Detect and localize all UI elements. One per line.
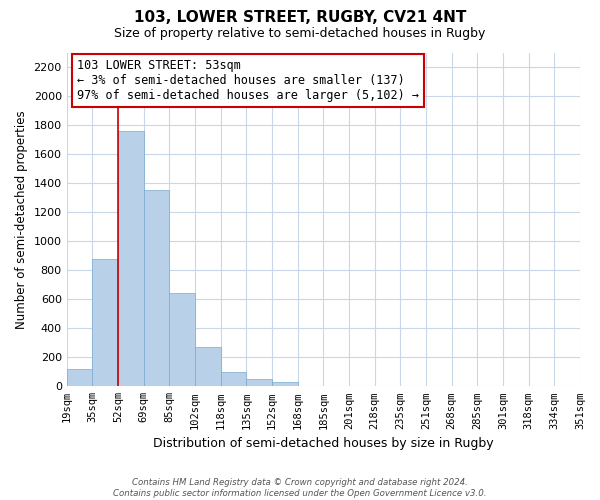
Bar (247, 379, 272, 386)
Bar (221, 372, 247, 386)
Bar (92, 258, 118, 386)
Bar (195, 347, 221, 387)
Text: 103 LOWER STREET: 53sqm
← 3% of semi-detached houses are smaller (137)
97% of se: 103 LOWER STREET: 53sqm ← 3% of semi-det… (77, 59, 419, 102)
Y-axis label: Number of semi-detached properties: Number of semi-detached properties (15, 110, 28, 328)
Text: Size of property relative to semi-detached houses in Rugby: Size of property relative to semi-detach… (115, 28, 485, 40)
Bar (67, 369, 92, 386)
Text: Contains HM Land Registry data © Crown copyright and database right 2024.
Contai: Contains HM Land Registry data © Crown c… (113, 478, 487, 498)
X-axis label: Distribution of semi-detached houses by size in Rugby: Distribution of semi-detached houses by … (153, 437, 494, 450)
Bar (272, 382, 298, 386)
Bar (169, 292, 195, 386)
Bar (143, 190, 169, 386)
Bar (118, 131, 143, 386)
Text: 103, LOWER STREET, RUGBY, CV21 4NT: 103, LOWER STREET, RUGBY, CV21 4NT (134, 10, 466, 25)
